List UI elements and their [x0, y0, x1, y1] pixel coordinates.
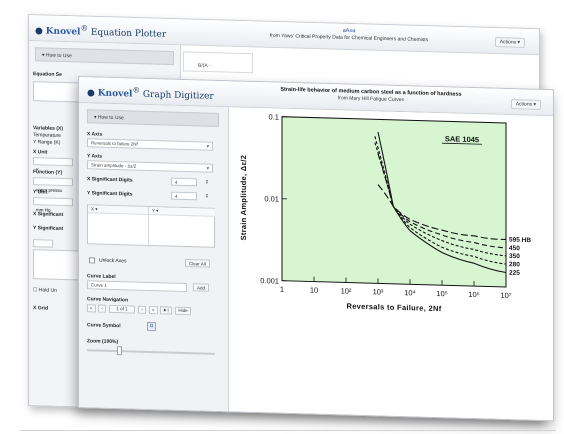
series-label-1: 450 — [509, 245, 520, 252]
next-curve-button[interactable]: › — [138, 305, 146, 314]
y-digits-spinner-icon[interactable]: ⇕ — [204, 193, 210, 200]
hide-curve-button[interactable]: Hide — [175, 306, 191, 316]
logo-product: Graph Digitizer — [142, 89, 214, 102]
equation-set-label: Equation Se — [33, 71, 62, 78]
function-label: Function (Y) — [33, 169, 63, 176]
y-axis-select[interactable]: Strain amplitude - Δε/2 ▾ — [87, 160, 213, 173]
prev-curve-button[interactable]: ‹ — [98, 304, 106, 313]
y-axis-label: Y Axis — [87, 153, 103, 160]
digitized-points-table[interactable]: X ▾ Y ▾ — [87, 204, 215, 248]
actions-button[interactable]: Actions ▾ — [494, 37, 525, 48]
chevron-down-icon: ▾ — [206, 165, 209, 171]
x-tick-label: 10⁵ — [436, 289, 447, 298]
curve-navigation-label: Curve Navigation — [87, 296, 129, 304]
unlock-axes-label: Unlock Axes — [99, 257, 127, 265]
curve-symbol-label: Curve Symbol — [87, 322, 121, 330]
graph-digitizer-sidebar: ▾ How to Use X Axis Reversals to failure… — [79, 103, 229, 412]
knovel-logo: ● Knovel® Graph Digitizer — [87, 85, 214, 102]
skip-next-button[interactable]: ►| — [160, 306, 172, 315]
logo-product: Equation Plotter — [90, 27, 167, 40]
x-significant-digits-label: X Significant Digits — [87, 176, 133, 184]
y-column-header[interactable]: Y ▾ — [149, 206, 215, 217]
x-column-header[interactable]: X ▾ — [88, 205, 148, 215]
y-range-label: Y Range (K) — [33, 139, 61, 146]
x-tick-label: 10⁶ — [468, 290, 479, 299]
logo-brand: Knovel — [45, 26, 81, 38]
zoom-slider-handle[interactable] — [117, 346, 122, 356]
hold-units-checkbox[interactable]: ☐ Hold Un — [33, 287, 57, 294]
series-line-4 — [377, 131, 507, 274]
curve-count: 1 of 1 — [109, 304, 135, 314]
x-axis-select[interactable]: Reversals to failure 2Nf ▾ — [87, 138, 213, 151]
curve-symbol-picker[interactable]: ◘ — [147, 321, 156, 332]
chart-title-underline — [442, 142, 482, 145]
y-axis-label: Strain Amplitude, Δε/2 — [239, 155, 248, 241]
fatigue-chart[interactable]: 1 10 10² 10³ 10⁴ 10⁵ 10⁶ 10⁷ 0.1 0.01 0.001 Reversa… — [230, 107, 554, 421]
data-table[interactable] — [33, 249, 81, 281]
series-label-0: 595 HB — [509, 236, 531, 244]
x-tick-label: 10⁴ — [404, 288, 416, 297]
column-divider — [148, 206, 149, 247]
knovel-logo-icon: ● — [35, 26, 43, 37]
x-tick-label: 10² — [341, 286, 352, 295]
series-line-3 — [374, 136, 507, 265]
y-tick-label: 0.01 — [264, 194, 279, 203]
curve-label-input[interactable]: Curve 1 — [87, 280, 187, 293]
series-label-4: 225 — [509, 270, 520, 277]
series-label-2: 350 — [509, 253, 520, 260]
how-to-use-toggle[interactable]: ▾ How to Use — [35, 47, 174, 66]
x-grid-label: X Grid — [33, 305, 49, 312]
knovel-logo: ● Knovel® Equation Plotter — [35, 23, 167, 40]
logo-brand: Knovel — [97, 88, 133, 100]
graph-canvas[interactable]: 1 10 10² 10³ 10⁴ 10⁵ 10⁶ 10⁷ 0.1 0.01 0.001 Reversa… — [230, 107, 554, 421]
graph-digitizer-title: Strain-life behavior of medium carbon st… — [251, 86, 491, 107]
y-significant-label: Y Significant — [33, 225, 64, 232]
add-curve-button[interactable]: Add — [193, 283, 210, 292]
y-tick-label: 0.1 — [269, 112, 279, 121]
x-significant-label: X Significant — [33, 211, 64, 218]
y-unit-label: Y Unit — [33, 189, 48, 196]
y-significant-digits-label: Y Significant Digits — [87, 190, 133, 198]
x-column-dropdown[interactable]: X ▾ — [33, 239, 53, 254]
equation-plotter-title: aAxa from Yaws' Critical Property Data f… — [229, 25, 469, 46]
knovel-logo-icon: ● — [87, 88, 95, 99]
x-axis-label: Reversals to Failure, 2Nf — [346, 302, 441, 314]
x-unit-field[interactable]: K — [33, 157, 73, 172]
y-unit-field[interactable]: mm Hg — [33, 197, 73, 213]
y-significant-digits-input[interactable]: 4 — [171, 191, 197, 201]
chevron-down-icon: ▾ — [206, 143, 209, 149]
temperature-label: Temperature — [33, 132, 62, 139]
x-digits-spinner-icon[interactable]: ⇕ — [204, 179, 210, 186]
x-unit-label: X Unit — [33, 149, 48, 156]
x-tick-label: 1 — [280, 285, 284, 294]
chart-title: SAE 1045 — [445, 134, 479, 144]
series-line-2 — [374, 142, 507, 257]
x-tick-label: 10³ — [373, 287, 384, 296]
how-to-use-toggle[interactable]: ▾ How to Use — [87, 109, 219, 127]
first-curve-button[interactable]: « — [87, 304, 96, 313]
graph-digitizer-window: ● Knovel® Graph Digitizer Strain-life be… — [78, 76, 554, 422]
x-tick-label: 10 — [310, 285, 318, 294]
curve-label-label: Curve Label — [87, 273, 116, 281]
zoom-slider-track[interactable] — [87, 349, 215, 355]
function-field[interactable]: vapor pressu — [33, 177, 73, 193]
divider — [20, 430, 556, 431]
y-tick-label: 0.001 — [260, 276, 279, 286]
x-tick-label: 10⁷ — [500, 291, 511, 300]
actions-button[interactable]: Actions ▾ — [510, 99, 541, 110]
equation-set-box[interactable] — [33, 81, 81, 103]
x-significant-digits-input[interactable]: 4 — [171, 177, 197, 187]
equation-input[interactable]: B/(A - — [183, 51, 253, 74]
series-line-0 — [377, 184, 507, 240]
last-curve-button[interactable]: » — [149, 305, 158, 315]
clear-all-button[interactable]: Clear All — [185, 258, 210, 268]
series-label-3: 280 — [509, 261, 520, 268]
unlock-axes-checkbox[interactable] — [89, 257, 95, 264]
zoom-label: Zoom (100%) — [87, 338, 119, 346]
x-axis-label: X Axis — [87, 131, 103, 138]
variables-label: Variables (X) — [33, 125, 64, 132]
